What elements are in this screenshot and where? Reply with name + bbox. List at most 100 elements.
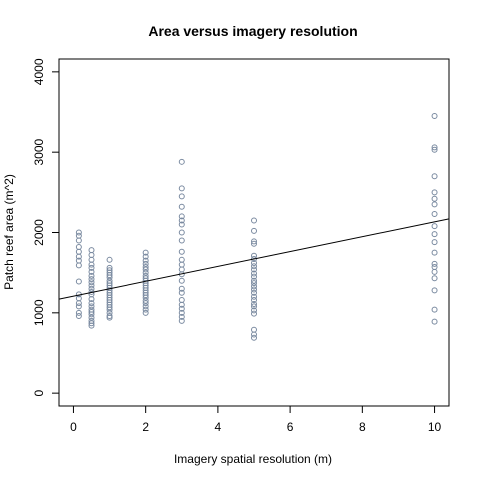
data-point bbox=[75, 237, 82, 244]
data-point bbox=[178, 301, 185, 308]
y-tick-label: 3000 bbox=[32, 139, 46, 166]
data-point bbox=[88, 311, 95, 318]
data-point bbox=[431, 173, 438, 180]
x-axis: 0 2 4 6 8 10 bbox=[70, 406, 442, 434]
data-point bbox=[142, 253, 149, 260]
data-point bbox=[431, 201, 438, 208]
data-point bbox=[142, 306, 149, 313]
x-tick-label: 0 bbox=[70, 420, 77, 434]
data-point bbox=[251, 277, 257, 284]
y-axis: 0 1000 2000 3000 4000 bbox=[32, 58, 59, 396]
data-point bbox=[251, 289, 257, 296]
data-point bbox=[431, 275, 438, 282]
data-point bbox=[431, 239, 438, 246]
data-point bbox=[251, 270, 257, 277]
data-point bbox=[251, 217, 257, 224]
data-point bbox=[178, 277, 185, 284]
data-point bbox=[178, 309, 185, 316]
data-point bbox=[142, 257, 149, 264]
data-point bbox=[142, 297, 149, 304]
data-point bbox=[88, 282, 95, 289]
data-point bbox=[75, 229, 82, 236]
data-point bbox=[88, 285, 95, 292]
data-point bbox=[75, 248, 82, 255]
data-point bbox=[142, 249, 149, 256]
data-point bbox=[106, 274, 113, 281]
data-point bbox=[142, 269, 149, 276]
data-point bbox=[431, 223, 438, 230]
data-point bbox=[431, 146, 438, 153]
data-point bbox=[88, 322, 95, 329]
x-tick-label: 4 bbox=[215, 420, 222, 434]
data-point bbox=[251, 310, 257, 317]
data-point bbox=[431, 113, 438, 120]
data-point bbox=[431, 144, 438, 151]
data-point bbox=[88, 256, 95, 263]
data-point bbox=[106, 314, 113, 321]
data-point bbox=[251, 300, 257, 307]
data-point bbox=[178, 237, 185, 244]
data-point bbox=[178, 296, 185, 303]
data-point bbox=[431, 231, 438, 238]
data-point bbox=[88, 268, 95, 275]
y-tick-label: 2000 bbox=[32, 219, 46, 246]
data-point bbox=[431, 287, 438, 294]
data-point bbox=[251, 260, 257, 267]
data-point bbox=[88, 320, 95, 327]
data-point bbox=[251, 283, 257, 290]
data-point bbox=[88, 300, 95, 307]
data-point bbox=[75, 253, 82, 260]
data-point bbox=[251, 266, 257, 273]
data-point bbox=[142, 294, 149, 301]
data-point bbox=[251, 307, 257, 314]
y-axis-label: Patch reef area (m^2) bbox=[2, 174, 16, 290]
data-point bbox=[106, 272, 113, 279]
data-point bbox=[75, 278, 82, 285]
data-point bbox=[431, 189, 438, 196]
data-point bbox=[178, 289, 185, 296]
data-point bbox=[431, 260, 438, 267]
data-point bbox=[178, 261, 185, 268]
data-point bbox=[251, 286, 257, 293]
trendline-layer bbox=[58, 218, 450, 300]
data-point bbox=[178, 317, 185, 324]
data-point bbox=[178, 185, 185, 192]
regression-line bbox=[58, 218, 450, 300]
data-point bbox=[88, 272, 95, 279]
data-point bbox=[251, 256, 257, 263]
data-point bbox=[178, 229, 185, 236]
data-point bbox=[88, 303, 95, 310]
data-point bbox=[106, 304, 113, 311]
y-tick-label: 4000 bbox=[32, 58, 46, 85]
chart-title: Area versus imagery resolution bbox=[148, 23, 357, 39]
data-point bbox=[142, 264, 149, 271]
data-point bbox=[178, 266, 185, 273]
data-point bbox=[251, 238, 257, 245]
data-point bbox=[251, 334, 257, 341]
data-point bbox=[178, 285, 185, 292]
x-tick-label: 8 bbox=[359, 420, 366, 434]
data-point bbox=[88, 276, 95, 283]
data-point bbox=[431, 318, 438, 325]
y-tick-label: 1000 bbox=[32, 299, 46, 326]
data-point bbox=[178, 213, 185, 220]
data-point bbox=[88, 309, 95, 316]
data-point bbox=[178, 313, 185, 320]
y-tick-label: 0 bbox=[32, 389, 46, 396]
data-point bbox=[88, 264, 95, 271]
data-point bbox=[142, 292, 149, 299]
data-point bbox=[251, 227, 257, 234]
data-point bbox=[431, 211, 438, 218]
data-point bbox=[178, 248, 185, 255]
data-point bbox=[88, 251, 95, 258]
data-point bbox=[431, 249, 438, 256]
data-point bbox=[142, 266, 149, 273]
data-point bbox=[88, 279, 95, 286]
data-point bbox=[431, 264, 438, 271]
data-point bbox=[251, 326, 257, 333]
data-point bbox=[142, 303, 149, 310]
data-point bbox=[178, 256, 185, 263]
data-point bbox=[88, 314, 95, 321]
data-point bbox=[251, 303, 257, 310]
